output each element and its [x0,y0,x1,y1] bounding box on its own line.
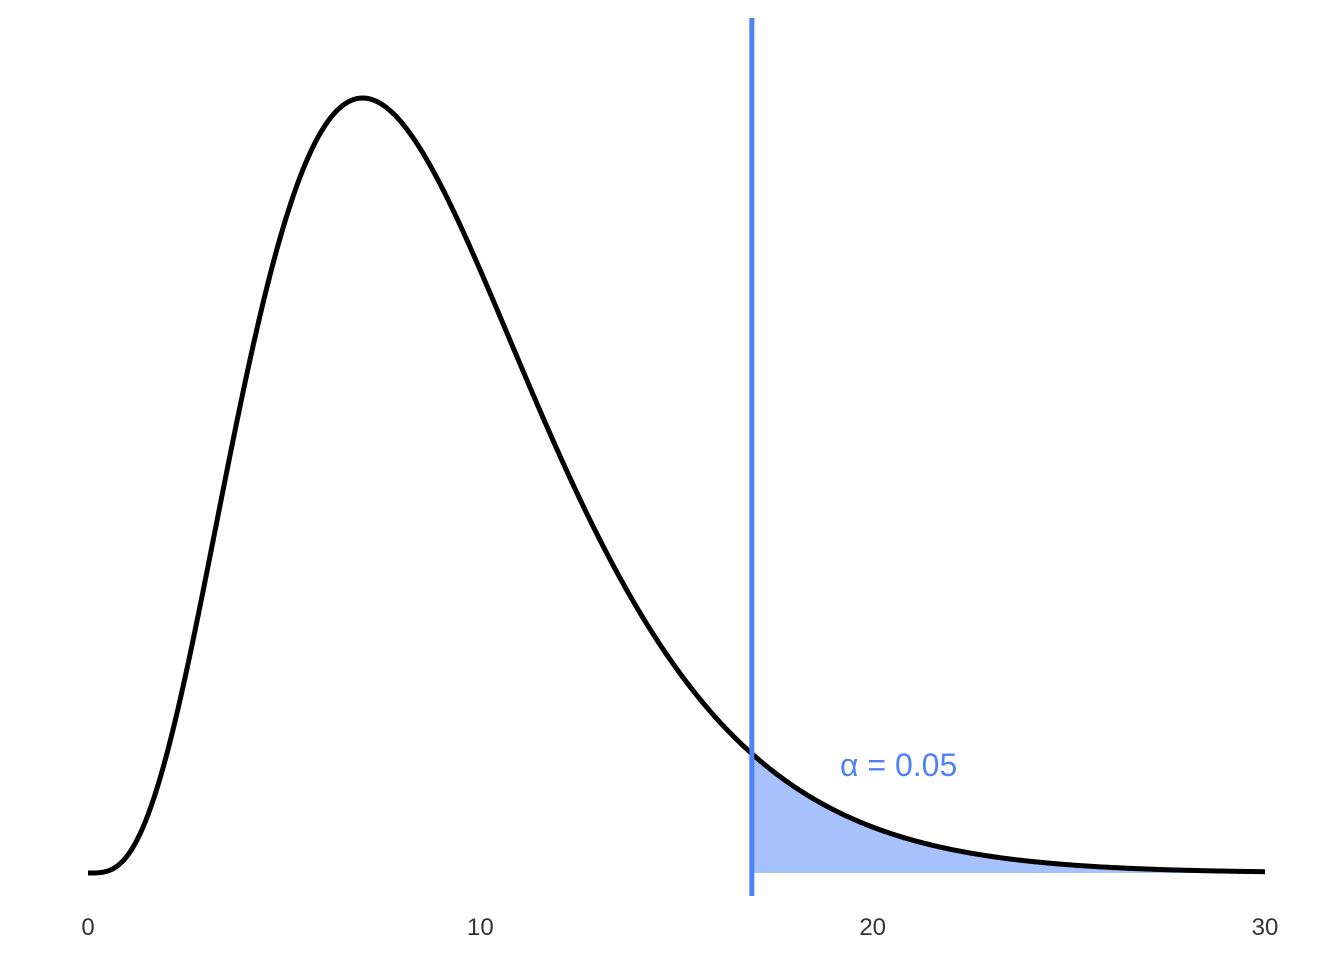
x-tick-label: 10 [467,914,494,941]
x-tick-label: 0 [81,914,94,941]
rejection-region-area [751,753,1265,873]
x-axis-tick-labels: 0 10 20 30 [81,914,1278,941]
x-tick-label: 30 [1252,914,1279,941]
density-curve [87,95,1266,876]
alpha-annotation: α = 0.05 [840,747,957,783]
x-tick-label: 20 [859,914,886,941]
